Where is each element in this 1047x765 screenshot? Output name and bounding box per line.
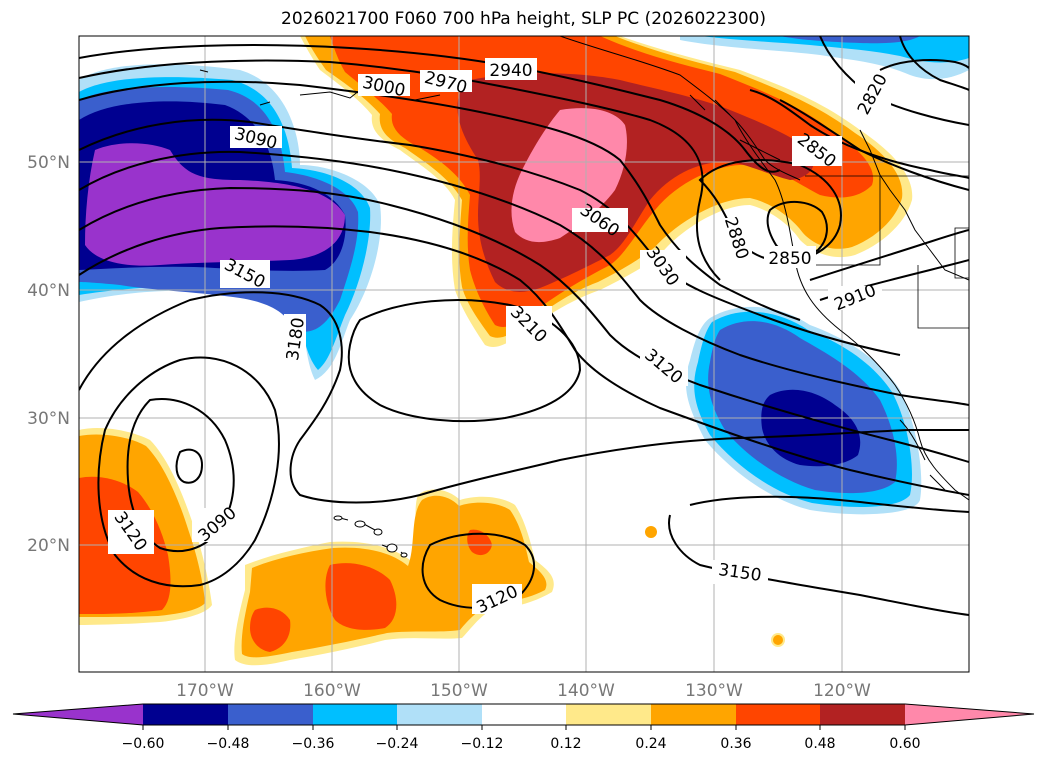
negative-anomaly-california bbox=[685, 306, 922, 515]
longitude-labels: 170°W 160°W 150°W 140°W 130°W 120°W bbox=[176, 681, 871, 701]
map-frame bbox=[78, 35, 970, 673]
contour-label-3150-west: 3150 bbox=[220, 255, 270, 293]
colorbar-segment-2 bbox=[228, 704, 313, 725]
colorbar-segment-3 bbox=[313, 704, 397, 725]
colorbar-segment-5 bbox=[482, 704, 566, 725]
colorbar-tick-label: −0.36 bbox=[292, 736, 335, 752]
colorbar-tick-label: −0.48 bbox=[207, 736, 250, 752]
contour-label-2910: 2910 bbox=[828, 281, 882, 315]
colorbar-segment-10 bbox=[905, 704, 1034, 725]
lon-label-120w: 120°W bbox=[813, 681, 871, 701]
colorbar-segment-8 bbox=[736, 704, 820, 725]
contour-label-2970: 2970 bbox=[420, 68, 472, 98]
colorbar-tick-label: 0.36 bbox=[720, 736, 751, 752]
lat-label-40n: 40°N bbox=[27, 281, 70, 301]
colorbar-tick-label: 0.48 bbox=[804, 736, 835, 752]
colorbar-tick-label: 0.24 bbox=[635, 736, 666, 752]
lon-label-130w: 130°W bbox=[685, 681, 743, 701]
lon-label-160w: 160°W bbox=[303, 681, 361, 701]
colorbar-tick-label: −0.60 bbox=[122, 736, 165, 752]
contour-label-2850-low: 2850 bbox=[764, 246, 816, 269]
colorbar-tick-label: 0.12 bbox=[550, 736, 581, 752]
colorbar-segment-4 bbox=[397, 704, 482, 725]
positive-anomaly-specks bbox=[645, 526, 785, 647]
contour-label-3120-southwest: 3120 bbox=[108, 508, 154, 555]
contour-label-3210: 3210 bbox=[506, 302, 552, 347]
lon-label-140w: 140°W bbox=[557, 681, 615, 701]
lat-label-20n: 20°N bbox=[27, 536, 70, 556]
contour-label-3120-hawaii: 3120 bbox=[472, 582, 522, 618]
colorbar-segment-9 bbox=[820, 704, 905, 725]
map-title: 2026021700 F060 700 hPa height, SLP PC (… bbox=[281, 9, 766, 29]
colorbar-tick-label: 0.60 bbox=[889, 736, 920, 752]
colorbar-segment-0 bbox=[13, 704, 143, 725]
contour-label-3090-north: 3090 bbox=[230, 124, 282, 154]
latitude-labels: 50°N 40°N 30°N 20°N bbox=[27, 153, 70, 556]
svg-text:2850: 2850 bbox=[768, 249, 811, 269]
colorbar-tick-label: −0.12 bbox=[461, 736, 504, 752]
colorbar-tick-marks bbox=[142, 725, 906, 730]
svg-text:2940: 2940 bbox=[489, 61, 532, 81]
lon-label-170w: 170°W bbox=[176, 681, 234, 701]
colorbar-segment-6 bbox=[566, 704, 651, 725]
colorbar-segment-7 bbox=[651, 704, 736, 725]
colorbar-tick-label: −0.24 bbox=[376, 736, 419, 752]
contour-label-3090-south: 3090 bbox=[192, 503, 242, 546]
contour-label-2850-coast: 2850 bbox=[792, 130, 842, 172]
lon-label-150w: 150°W bbox=[430, 681, 488, 701]
contour-label-2820: 2820 bbox=[854, 71, 892, 120]
hawaiian-islands bbox=[333, 515, 408, 558]
map-area bbox=[79, 36, 969, 672]
contour-label-3180: 3180 bbox=[283, 314, 309, 364]
colorbar-segment-1 bbox=[143, 704, 228, 725]
contour-label-3030: 3030 bbox=[640, 243, 686, 290]
contour-label-3120-central: 3120 bbox=[640, 345, 688, 388]
contour-label-2940: 2940 bbox=[485, 58, 537, 81]
lat-label-50n: 50°N bbox=[27, 153, 70, 173]
contour-label-3150-east: 3150 bbox=[712, 560, 768, 586]
borders bbox=[790, 175, 969, 329]
contour-label-2880: 2880 bbox=[720, 215, 752, 266]
colorbar: −0.60 −0.48 −0.36 −0.24 −0.12 0.12 0.24 … bbox=[12, 703, 1035, 752]
lat-label-30n: 30°N bbox=[27, 409, 70, 429]
